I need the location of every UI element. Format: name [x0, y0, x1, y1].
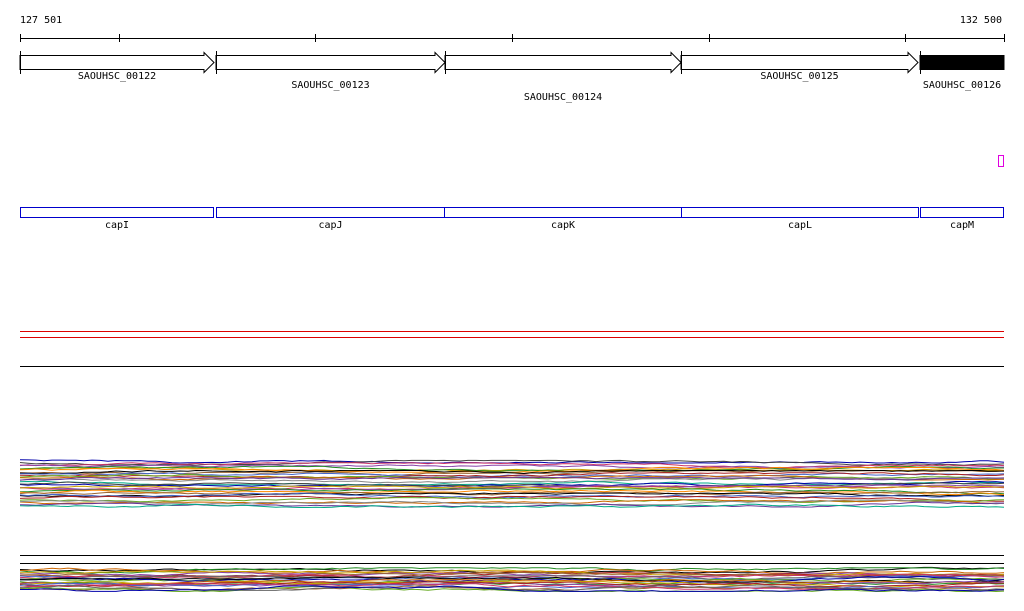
- coverage-series-line: [19, 464, 1005, 470]
- highlight-lines: [20, 331, 1004, 338]
- coverage-series-line: [19, 489, 1005, 496]
- coverage-series-line: [19, 580, 1005, 588]
- coverage-series-line: [19, 573, 1005, 579]
- coverage-series-line: [19, 585, 1005, 593]
- coordinate-ruler: 127 501 132 500: [20, 15, 1005, 42]
- gene-box[interactable]: [20, 207, 214, 218]
- coverage-series-line: [19, 571, 1005, 577]
- coverage-series-line: [19, 462, 1005, 469]
- coverage-series-line: [19, 566, 1005, 574]
- gene-capL[interactable]: capL: [681, 207, 919, 232]
- coverage-series-line: [19, 465, 1004, 472]
- coverage-series-line: [19, 488, 1005, 495]
- gene-capI[interactable]: capI: [20, 207, 214, 232]
- feature-marker[interactable]: [998, 155, 1004, 167]
- feature-label: SAOUHSC_00125: [760, 71, 838, 82]
- coverage-series-line: [19, 499, 1005, 506]
- coverage-series-line: [19, 459, 1005, 464]
- feature-label: SAOUHSC_00123: [291, 80, 369, 91]
- feature-label: SAOUHSC_00124: [524, 92, 602, 103]
- feature-label: SAOUHSC_00122: [78, 71, 156, 82]
- coverage-series-line: [19, 466, 1005, 473]
- coverage-series-line: [20, 569, 1005, 576]
- gene-box[interactable]: [920, 207, 1004, 218]
- coverage-2-series: [19, 566, 1005, 593]
- gene-track: capI capJ capK capL capM: [20, 207, 1004, 232]
- gene-box[interactable]: [681, 207, 919, 218]
- coverage-series-line: [19, 481, 1005, 488]
- coverage-series-line: [19, 579, 1005, 586]
- coverage-series-line: [19, 472, 1005, 479]
- gene-label: capL: [788, 220, 812, 231]
- feature-SAOUHSC_00122[interactable]: SAOUHSC_00122: [19, 51, 215, 82]
- annotation-track: SAOUHSC_00122 SAOUHSC_00123 SAOUHSC_0012…: [19, 51, 1005, 103]
- coverage-series-line: [19, 575, 1005, 581]
- coverage-series-line: [19, 477, 1005, 481]
- coverage-series-line: [19, 499, 1005, 505]
- feature-arrow[interactable]: [444, 51, 682, 74]
- ruler-ticks: [20, 34, 1005, 42]
- gene-box[interactable]: [444, 207, 682, 218]
- coverage-series-line: [19, 477, 1004, 484]
- gene-label: capK: [551, 220, 575, 231]
- feature-arrow[interactable]: [215, 51, 446, 74]
- coverage-panel-2: [19, 555, 1005, 593]
- gene-capJ[interactable]: capJ: [216, 207, 445, 232]
- feature-SAOUHSC_00125[interactable]: SAOUHSC_00125: [680, 51, 919, 82]
- ruler-end-label: 132 500: [960, 15, 1002, 26]
- feature-arrow-selected[interactable]: [919, 55, 1005, 70]
- coverage-panel-1: [19, 366, 1005, 509]
- coverage-series-line: [20, 469, 1004, 475]
- coverage-series-line: [20, 585, 1005, 592]
- ruler-start-label: 127 501: [20, 15, 62, 26]
- coverage-series-line: [19, 503, 1005, 509]
- coverage-series-line: [19, 485, 1005, 490]
- coverage-series-line: [19, 576, 1005, 583]
- coverage-1-series: [19, 459, 1005, 509]
- coverage-series-line: [19, 495, 1004, 502]
- feature-SAOUHSC_00126[interactable]: SAOUHSC_00126: [919, 51, 1005, 91]
- gene-label: capI: [105, 220, 129, 231]
- gene-capK[interactable]: capK: [444, 207, 682, 232]
- gene-capM[interactable]: capM: [920, 207, 1004, 232]
- feature-SAOUHSC_00124[interactable]: SAOUHSC_00124: [444, 51, 682, 103]
- gene-label: capJ: [318, 220, 342, 231]
- gene-box[interactable]: [216, 207, 445, 218]
- coverage-series-line: [19, 567, 1005, 574]
- coverage-series-line: [19, 484, 1005, 491]
- feature-arrow[interactable]: [680, 51, 919, 74]
- gene-label: capM: [950, 220, 974, 231]
- feature-arrow[interactable]: [19, 51, 215, 74]
- feature-SAOUHSC_00123[interactable]: SAOUHSC_00123: [215, 51, 446, 91]
- feature-label: SAOUHSC_00126: [923, 80, 1001, 91]
